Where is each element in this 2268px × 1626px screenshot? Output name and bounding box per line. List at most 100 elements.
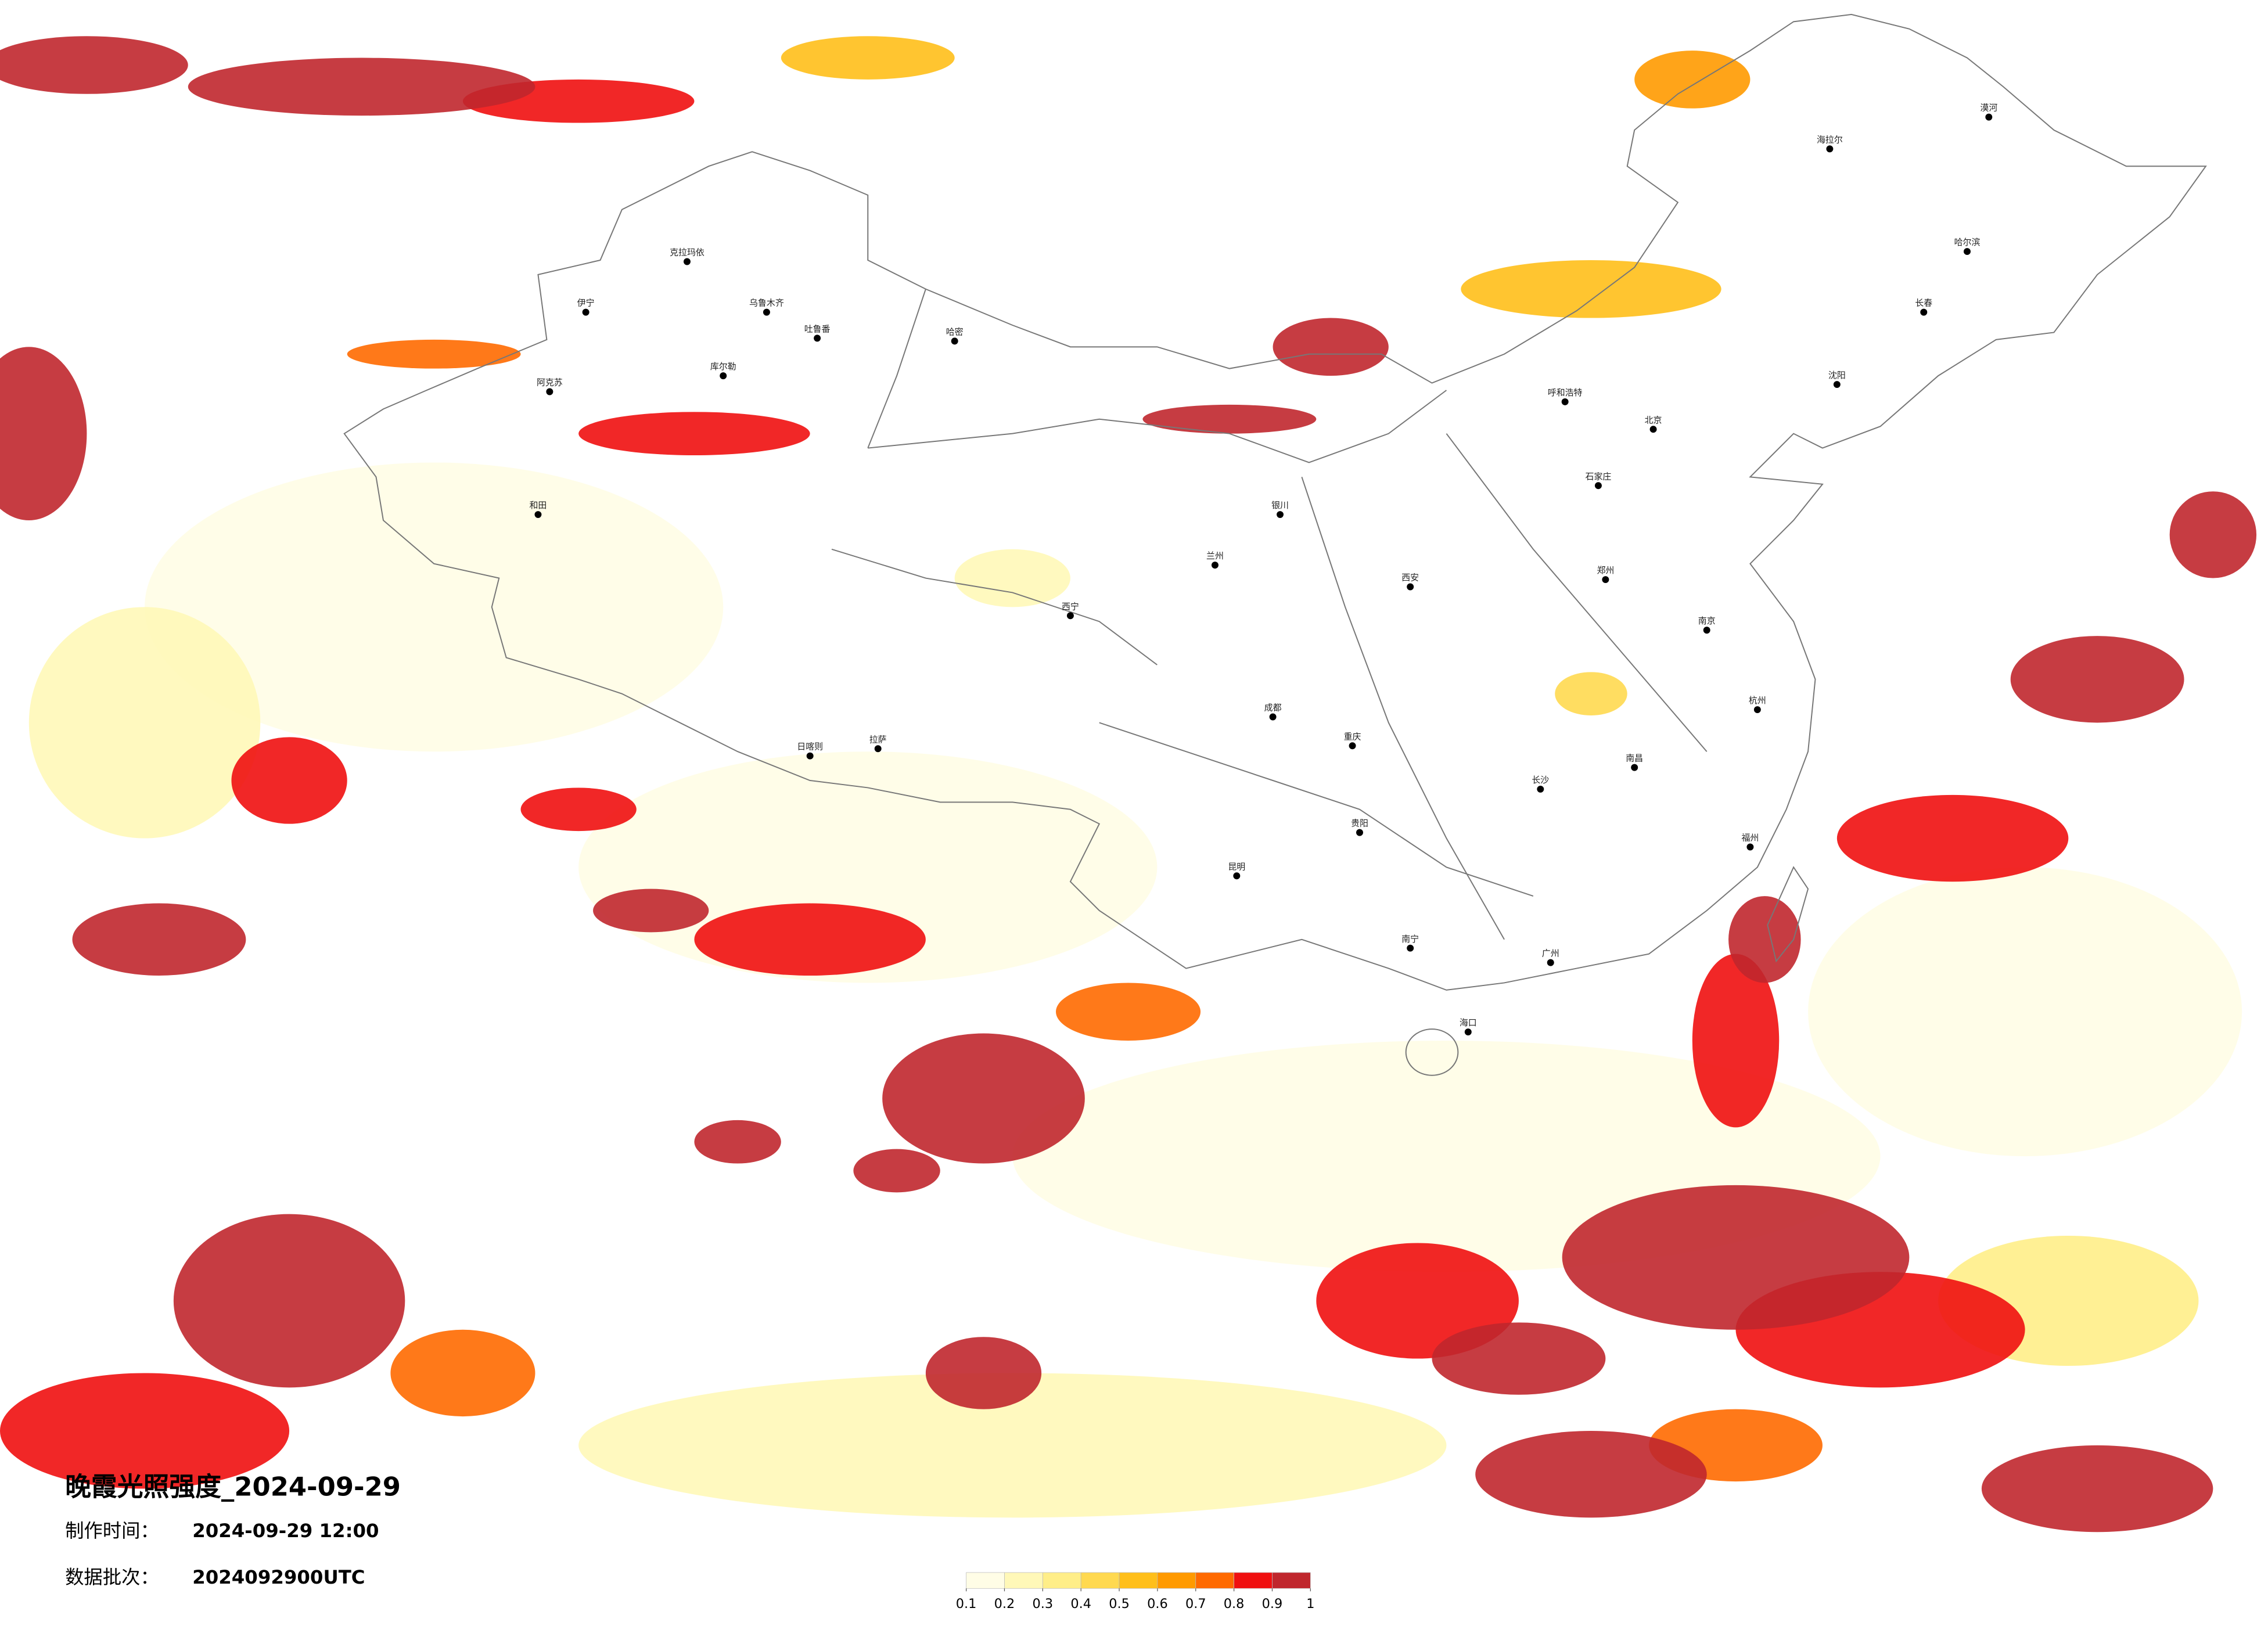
city-label: 兰州 — [1206, 551, 1224, 561]
city-label: 伊宁 — [577, 298, 595, 308]
city-label: 海口 — [1460, 1017, 1477, 1028]
batch-value: 2024092900UTC — [192, 1566, 365, 1588]
colorbar-swatch — [1004, 1572, 1043, 1589]
city-dot — [1753, 706, 1761, 714]
intensity-patch — [593, 888, 709, 933]
intensity-patch — [72, 903, 246, 976]
intensity-patch — [1432, 1322, 1606, 1395]
city-dot — [1349, 742, 1356, 750]
intensity-patch — [1056, 983, 1201, 1041]
colorbar-swatch — [1195, 1572, 1234, 1589]
city-label: 乌鲁木齐 — [749, 298, 784, 308]
intensity-patch — [390, 1329, 535, 1417]
city-label: 广州 — [1542, 948, 1559, 959]
intensity-patch — [1836, 794, 2069, 882]
city-label: 长春 — [1915, 298, 1932, 308]
city-dot — [1464, 1028, 1472, 1036]
city-label: 阿克苏 — [537, 377, 563, 388]
city-dot — [720, 372, 727, 380]
city-label: 西宁 — [1062, 601, 1079, 611]
colorbar-swatch — [1157, 1572, 1196, 1589]
intensity-patch — [1555, 672, 1627, 715]
city-label: 和田 — [530, 500, 547, 510]
city-label: 库尔勒 — [710, 361, 736, 372]
intensity-patch — [1142, 404, 1317, 434]
city-dot — [1211, 562, 1219, 569]
city-label: 西安 — [1401, 573, 1419, 583]
city-dot — [1631, 764, 1638, 771]
city-dot — [534, 511, 542, 519]
intensity-patch — [173, 1214, 405, 1388]
city-dot — [1594, 482, 1602, 490]
intensity-patch — [694, 1120, 781, 1164]
intensity-patch — [925, 1337, 1042, 1409]
city-label: 银川 — [1271, 500, 1289, 510]
intensity-patch — [1981, 1445, 2213, 1533]
city-label: 拉萨 — [869, 734, 887, 744]
intensity-patch — [781, 36, 955, 80]
intensity-patch — [1728, 896, 1801, 983]
city-label: 贵阳 — [1351, 818, 1368, 829]
city-dot — [806, 752, 814, 760]
city-dot — [683, 258, 691, 265]
city-dot — [1826, 145, 1834, 153]
intensity-patch — [0, 36, 188, 94]
colorbar-swatch — [1119, 1572, 1158, 1589]
city-label: 成都 — [1264, 703, 1282, 713]
intensity-patch — [578, 412, 810, 455]
city-dot — [1066, 612, 1074, 620]
colorbar-swatch — [966, 1572, 1005, 1589]
map-title: 晚霞光照强度_2024-09-29 — [65, 1472, 401, 1502]
made-value: 2024-09-29 12:00 — [192, 1520, 379, 1542]
city-label: 克拉玛依 — [670, 247, 705, 258]
city-dot — [1407, 944, 1414, 952]
intensity-field — [0, 36, 2257, 1533]
city-dot — [1233, 872, 1241, 880]
mainland-outline — [343, 13, 2207, 991]
city-dot — [1537, 785, 1544, 793]
intensity-patch — [578, 1373, 1447, 1518]
city-dot — [546, 388, 553, 395]
city-label: 南宁 — [1401, 934, 1419, 944]
city-label: 漠河 — [1980, 103, 1997, 113]
colorbar-swatch — [1272, 1572, 1311, 1589]
colorbar-tick-label: 0.7 — [1185, 1596, 1206, 1611]
city-label: 沈阳 — [1828, 370, 1846, 380]
intensity-patch — [188, 57, 535, 116]
city-label: 南昌 — [1626, 753, 1643, 764]
intensity-patch — [694, 903, 926, 976]
colorbar-swatch — [1080, 1572, 1120, 1589]
intensity-patch — [2169, 491, 2257, 578]
city-label: 哈密 — [946, 326, 964, 337]
colorbar-tick-label: 0.9 — [1262, 1596, 1283, 1611]
city-dot — [1602, 576, 1609, 584]
batch-label: 数据批次： — [65, 1566, 159, 1588]
intensity-patch — [853, 1149, 940, 1193]
city-dot — [951, 337, 958, 345]
city-dot — [763, 308, 770, 316]
city-dot — [1277, 511, 1284, 519]
city-dot — [1703, 627, 1710, 634]
colorbar: 0.1 0.2 0.3 0.4 0.5 0.6 0.7 0.8 0.9 1 — [956, 1572, 1314, 1611]
city-dot — [1356, 829, 1363, 836]
intensity-patch — [1562, 1185, 1910, 1330]
city-label: 日喀则 — [797, 742, 823, 752]
city-label: 重庆 — [1344, 731, 1361, 742]
colorbar-tick-label: 0.6 — [1147, 1596, 1168, 1611]
city-label: 北京 — [1645, 415, 1662, 425]
inner-border — [831, 289, 1708, 940]
city-label: 哈尔滨 — [1954, 237, 1981, 247]
made-label: 制作时间： — [65, 1520, 159, 1542]
taiwan — [1767, 866, 1809, 963]
colorbar-swatch — [1042, 1572, 1081, 1589]
city-label: 杭州 — [1749, 695, 1766, 706]
city-dot — [1561, 398, 1569, 405]
city-dot — [1985, 113, 1993, 121]
intensity-patch — [2010, 636, 2184, 723]
colorbar-tick-label: 0.2 — [994, 1596, 1015, 1611]
colorbar-tick-label: 1 — [1306, 1596, 1314, 1611]
intensity-patch — [1808, 867, 2242, 1157]
